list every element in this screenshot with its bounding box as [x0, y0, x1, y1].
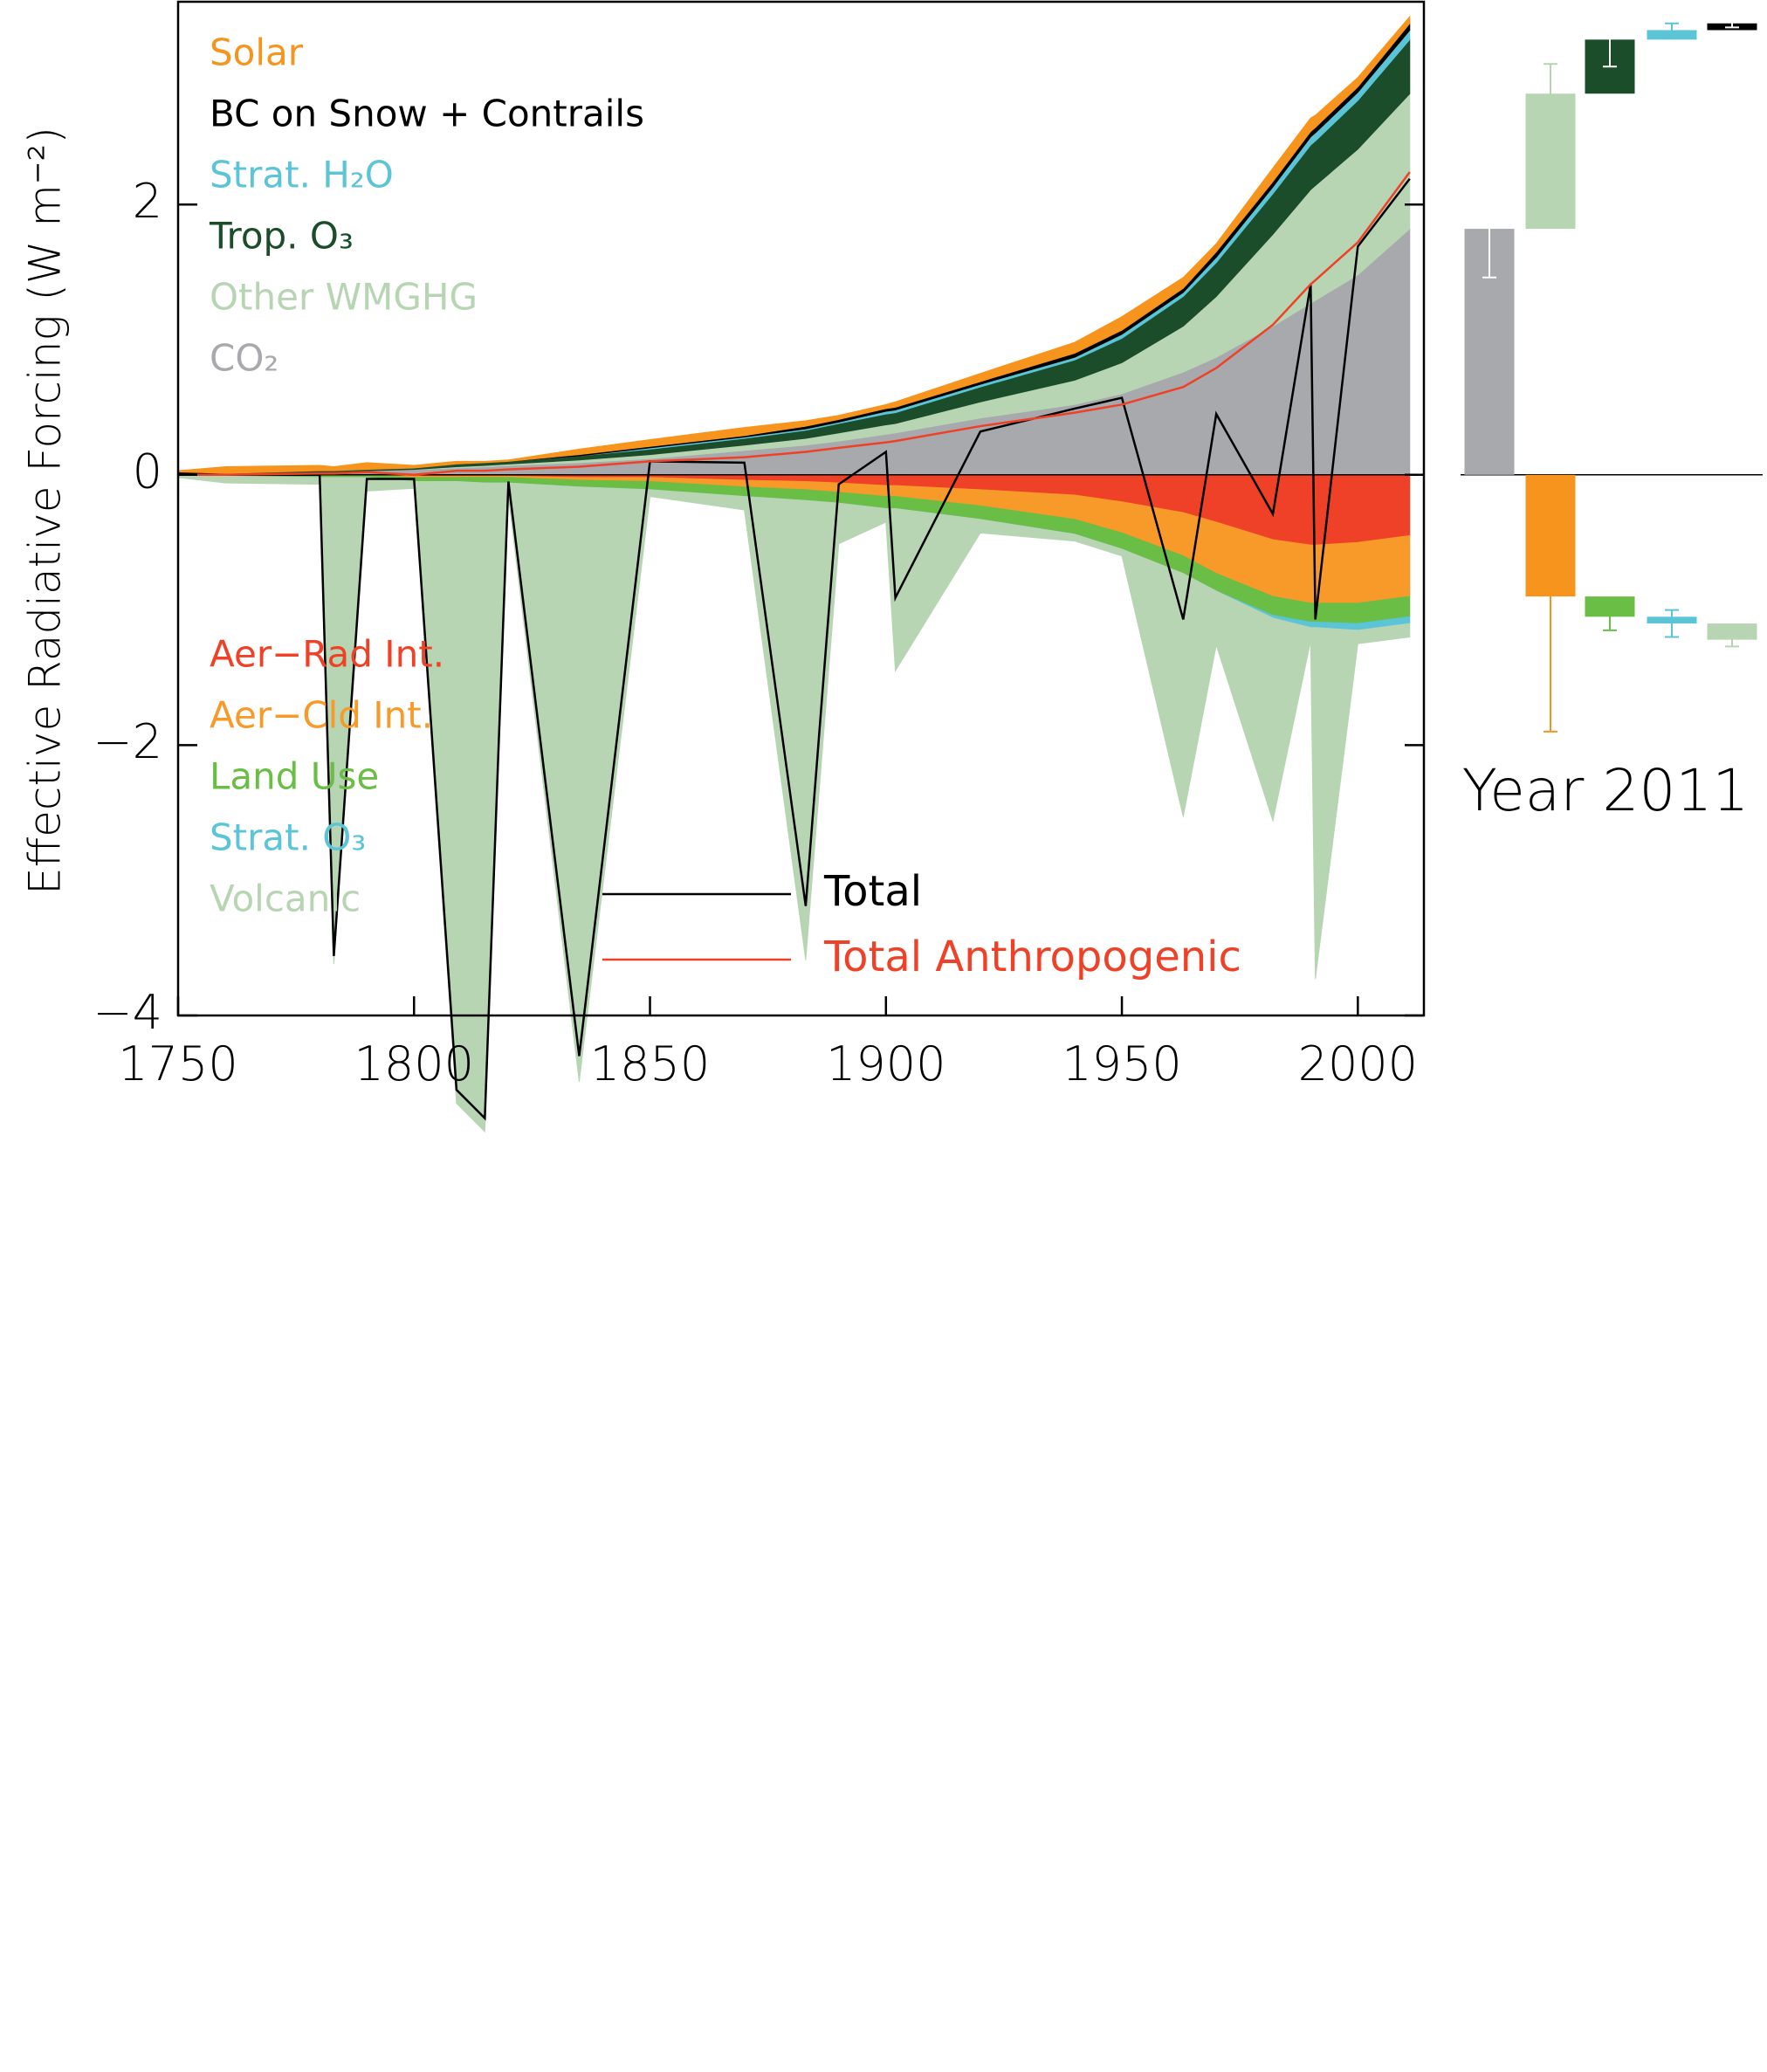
line — [177, 178, 1411, 1121]
error-bar — [1544, 63, 1557, 122]
bar — [1707, 623, 1757, 640]
x-tick-label: 1800 — [354, 1036, 474, 1091]
error-bar — [1665, 22, 1679, 38]
error-bar — [1603, 602, 1617, 631]
legend-entry: Strat. H₂O — [210, 154, 394, 196]
y-tick-label: −2 — [93, 714, 162, 769]
legend-entry: Aer−Cld Int. — [210, 694, 433, 737]
error-bar — [1725, 631, 1739, 648]
legend-entry: Aer−Rad Int. — [210, 633, 444, 676]
legend-entry: Land Use — [210, 755, 379, 798]
legend-entry: Total Anthropogenic — [823, 933, 1241, 981]
line — [178, 171, 1411, 477]
legend-entry: Volcanic — [210, 878, 361, 920]
x-tick-label: 1900 — [826, 1036, 945, 1091]
error-bar — [1665, 609, 1679, 638]
legend-entry: CO₂ — [210, 337, 278, 380]
legend-entry: Total — [823, 867, 922, 916]
panel-label: Year 2011 — [1462, 757, 1750, 824]
legend-entry: Solar — [210, 31, 304, 74]
x-tick-label: 1750 — [118, 1036, 237, 1091]
legend-entry: Other WMGHG — [210, 276, 478, 319]
x-tick-label: 2000 — [1298, 1036, 1418, 1091]
error-bar — [1482, 179, 1496, 279]
x-tick-label: 1850 — [590, 1036, 710, 1091]
area — [177, 15, 1411, 476]
legend-entry: Strat. O₃ — [210, 816, 366, 859]
area — [177, 474, 1411, 1133]
x-tick-label: 1950 — [1062, 1036, 1181, 1091]
y-tick-label: 0 — [133, 444, 162, 499]
error-bar — [1603, 9, 1617, 68]
y-tick-label: −4 — [93, 985, 162, 1040]
error-bar — [1725, 17, 1739, 29]
legend-entry: BC on Snow + Contrails — [210, 93, 644, 135]
legend-entry: Trop. O₃ — [209, 215, 354, 258]
error-bar — [1544, 487, 1557, 733]
plot-frame — [176, 0, 1426, 1017]
y-tick-label: 2 — [133, 174, 162, 229]
y-axis-label: Effective Radiative Forcing (W m⁻²) — [20, 127, 71, 895]
